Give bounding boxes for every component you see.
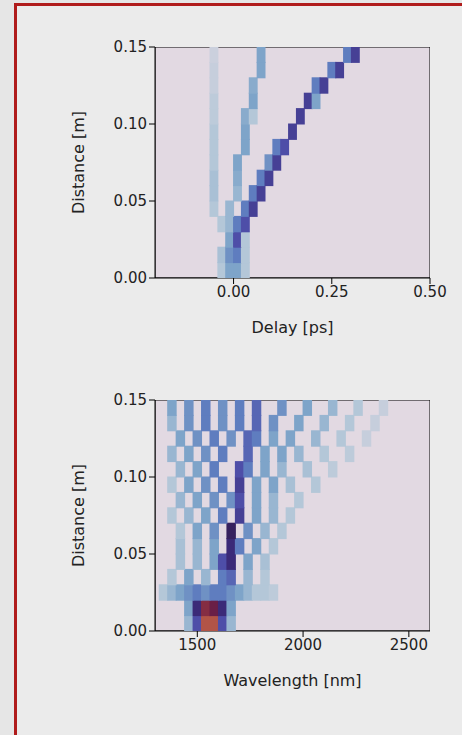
svg-text:0.00: 0.00 bbox=[217, 283, 250, 301]
svg-text:0.00: 0.00 bbox=[114, 622, 147, 640]
svg-text:Delay [ps]: Delay [ps] bbox=[252, 318, 334, 337]
svg-text:0.10: 0.10 bbox=[114, 115, 147, 133]
svg-text:0.10: 0.10 bbox=[114, 468, 147, 486]
svg-text:Distance [m]: Distance [m] bbox=[69, 464, 88, 567]
svg-text:Distance [m]: Distance [m] bbox=[69, 111, 88, 214]
svg-text:0.15: 0.15 bbox=[114, 38, 147, 56]
svg-text:0.25: 0.25 bbox=[315, 283, 348, 301]
svg-text:0.15: 0.15 bbox=[114, 391, 147, 409]
svg-text:2500: 2500 bbox=[390, 636, 428, 654]
svg-text:2000: 2000 bbox=[284, 636, 322, 654]
svg-text:0.05: 0.05 bbox=[114, 545, 147, 563]
svg-text:0.00: 0.00 bbox=[114, 269, 147, 287]
svg-text:1500: 1500 bbox=[178, 636, 216, 654]
svg-text:0.50: 0.50 bbox=[413, 283, 446, 301]
svg-text:0.05: 0.05 bbox=[114, 192, 147, 210]
svg-text:Wavelength [nm]: Wavelength [nm] bbox=[223, 671, 361, 690]
